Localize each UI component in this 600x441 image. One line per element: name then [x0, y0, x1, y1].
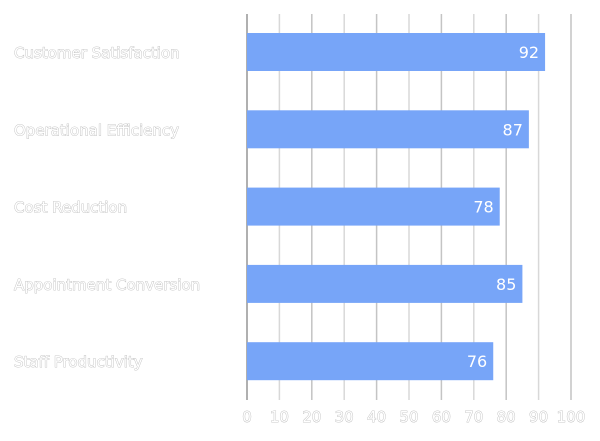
x-tick-label: 70 [464, 408, 483, 426]
x-tick-label: 100 [557, 408, 586, 426]
x-tick-label: 60 [432, 408, 451, 426]
x-tick-label: 80 [497, 408, 516, 426]
bar [247, 342, 494, 381]
x-tick-label: 90 [529, 408, 548, 426]
bar [247, 33, 546, 71]
x-tick-label: 0 [242, 408, 252, 426]
data-label: 87 [503, 120, 523, 139]
x-tick-label: 40 [367, 408, 386, 426]
x-tick-label: 50 [399, 408, 418, 426]
data-label: 78 [473, 198, 493, 217]
bar [247, 187, 500, 226]
x-tick-label: 20 [302, 408, 321, 426]
x-tick-label: 30 [335, 408, 354, 426]
category-label: Customer Satisfaction [14, 44, 180, 62]
bar [247, 264, 523, 303]
data-label: 85 [496, 275, 516, 294]
data-label: 92 [519, 43, 539, 62]
category-label: Operational Efficiency [14, 121, 179, 139]
x-tick-label: 10 [270, 408, 289, 426]
category-label: Appointment Conversion [14, 276, 200, 294]
bar [247, 110, 529, 149]
category-label: Staff Productivity [14, 353, 143, 371]
category-label: Cost Reduction [14, 199, 127, 217]
data-label: 76 [467, 352, 487, 371]
